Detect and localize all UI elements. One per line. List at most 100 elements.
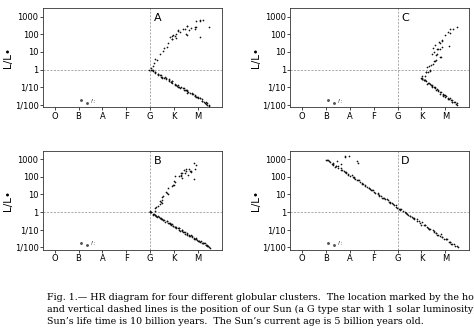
Point bbox=[198, 98, 205, 104]
Point bbox=[152, 70, 159, 75]
Point bbox=[193, 95, 201, 100]
Point bbox=[183, 90, 191, 96]
Point bbox=[149, 68, 157, 73]
Point bbox=[192, 94, 200, 99]
Point bbox=[164, 191, 172, 196]
Point bbox=[198, 97, 206, 102]
Point bbox=[157, 74, 165, 79]
Point bbox=[196, 240, 204, 245]
Point bbox=[170, 178, 178, 184]
Point bbox=[195, 239, 203, 244]
Point bbox=[196, 17, 204, 22]
Point bbox=[335, 166, 342, 171]
Point bbox=[172, 83, 180, 88]
Point bbox=[424, 69, 431, 74]
Point bbox=[163, 218, 171, 224]
Point bbox=[174, 226, 182, 231]
Point bbox=[368, 188, 376, 193]
Point bbox=[440, 236, 448, 242]
Point bbox=[202, 99, 210, 104]
Point bbox=[375, 194, 383, 199]
Point bbox=[191, 26, 198, 32]
Point bbox=[430, 85, 438, 90]
Point bbox=[432, 53, 440, 58]
Point bbox=[438, 235, 446, 240]
Point bbox=[182, 166, 190, 171]
Point bbox=[435, 232, 442, 237]
Point bbox=[439, 93, 447, 98]
Point bbox=[451, 242, 458, 247]
Point bbox=[358, 182, 366, 187]
Point bbox=[342, 170, 350, 175]
Point bbox=[169, 223, 177, 228]
Point bbox=[159, 194, 166, 200]
Point bbox=[159, 216, 166, 221]
Point bbox=[198, 98, 206, 103]
Point bbox=[191, 94, 198, 99]
Point bbox=[206, 24, 213, 29]
Point bbox=[341, 170, 348, 175]
Point bbox=[444, 30, 452, 35]
Point bbox=[451, 244, 458, 249]
Point bbox=[158, 216, 165, 221]
Point bbox=[441, 32, 448, 38]
Point bbox=[169, 182, 176, 187]
Point bbox=[337, 161, 345, 166]
Point bbox=[365, 186, 373, 191]
Point bbox=[189, 235, 196, 240]
Point bbox=[192, 24, 200, 30]
Point bbox=[161, 75, 168, 80]
Point bbox=[200, 240, 207, 246]
Point bbox=[384, 198, 392, 203]
Point bbox=[423, 81, 431, 86]
Point bbox=[156, 198, 164, 203]
Point bbox=[415, 219, 422, 224]
Point bbox=[202, 101, 210, 107]
Point bbox=[169, 78, 176, 84]
Point bbox=[148, 68, 156, 73]
Point bbox=[178, 227, 186, 233]
Y-axis label: L/L•: L/L• bbox=[251, 190, 261, 211]
Point bbox=[175, 225, 182, 231]
Point bbox=[454, 245, 462, 250]
Point bbox=[431, 84, 439, 90]
Point bbox=[446, 239, 454, 244]
Point bbox=[438, 38, 446, 43]
Point bbox=[152, 205, 159, 211]
Point bbox=[189, 91, 196, 96]
Point bbox=[424, 225, 431, 230]
Point bbox=[374, 192, 382, 197]
Point bbox=[358, 181, 365, 186]
Point bbox=[422, 79, 430, 84]
Point bbox=[431, 43, 439, 48]
Text: i':: i': bbox=[338, 241, 344, 246]
Point bbox=[438, 37, 446, 42]
Point bbox=[181, 170, 189, 175]
Point bbox=[184, 90, 191, 95]
Point bbox=[162, 75, 170, 80]
Point bbox=[167, 221, 175, 226]
Point bbox=[452, 101, 459, 106]
Point bbox=[423, 70, 430, 75]
Point bbox=[440, 93, 447, 98]
Point bbox=[190, 236, 198, 241]
Point bbox=[428, 51, 436, 56]
Point bbox=[186, 168, 194, 173]
Point bbox=[166, 35, 174, 40]
Point bbox=[442, 236, 449, 242]
Point bbox=[171, 224, 179, 229]
Point bbox=[405, 212, 412, 217]
Point bbox=[171, 180, 179, 185]
Point bbox=[389, 202, 396, 207]
Point bbox=[429, 45, 437, 51]
Point bbox=[432, 57, 440, 63]
Point bbox=[149, 68, 157, 73]
Point bbox=[188, 234, 195, 239]
Point bbox=[157, 52, 164, 57]
Point bbox=[183, 88, 191, 93]
Point bbox=[446, 30, 454, 35]
Point bbox=[176, 85, 184, 90]
Point bbox=[428, 84, 436, 89]
Point bbox=[154, 71, 162, 76]
Point bbox=[436, 46, 444, 52]
